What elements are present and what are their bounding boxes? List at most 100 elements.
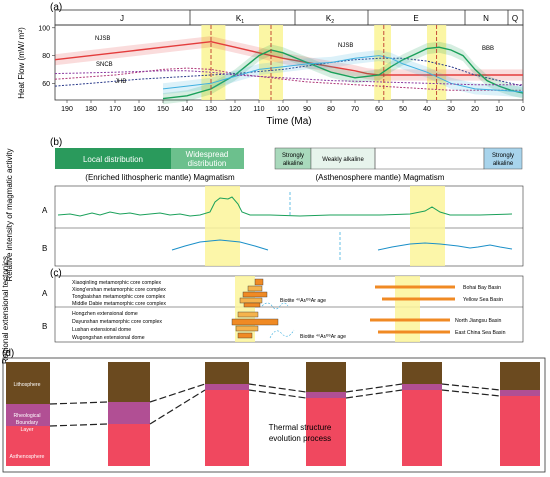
series-line-2: [54, 57, 524, 87]
column-3-asthenosphere: [306, 398, 346, 466]
period-header: J K1 K2 E N Q: [54, 9, 524, 26]
column-3-boundary: [306, 392, 346, 398]
x-tick-label-18: 10: [495, 106, 503, 113]
box-strong-1-line2: alkaline: [283, 161, 304, 167]
x-tick-label-11: 80: [327, 106, 335, 113]
row-a-label: A: [42, 206, 48, 215]
column-5-boundary: [500, 390, 540, 396]
layer-boundary: Boundary: [16, 420, 39, 426]
column-2-boundary: [205, 384, 249, 390]
box-empty: [374, 147, 485, 170]
highlight-band-2: [374, 25, 391, 100]
connector-2-0: [248, 383, 307, 393]
layer-lithosphere: Lithosphere: [13, 382, 40, 388]
box-widespread-line2: distribution: [188, 159, 227, 168]
column-4-lithosphere: [402, 362, 442, 384]
magmatic-curve-a: [57, 196, 513, 217]
layer-rheological: Rheological: [13, 413, 40, 419]
tectonics-row-b: B: [42, 322, 47, 331]
x-tick-label-12: 70: [351, 106, 359, 113]
x-tick-label-17: 20: [471, 106, 479, 113]
period-j: J: [120, 14, 124, 23]
x-tick-label-0: 190: [61, 106, 73, 113]
complex-b1: Hongzhen extensional dome: [72, 311, 138, 317]
x-tick-label-2: 170: [109, 106, 121, 113]
x-axis-label: Time (Ma): [266, 116, 311, 127]
series-line-5: [54, 70, 523, 86]
complex-b2: Dayunshan metamorphic core complex: [72, 319, 162, 325]
curve-label-njsb: NJSB: [95, 36, 110, 42]
curve-label-sncb: SNCB: [96, 62, 113, 68]
x-tick-label-5: 140: [181, 106, 193, 113]
connector-1-0: [149, 383, 206, 403]
heat-flow-plot-frame: [54, 24, 524, 101]
column-1-lithosphere: [108, 362, 150, 402]
basin-yellow-sea: Yellow Sea Basin: [463, 297, 503, 303]
panel-c-label: (c): [50, 268, 62, 279]
box-strong-1-line1: Strongly: [282, 153, 304, 159]
connector-1-1: [149, 389, 206, 425]
column-5-lithosphere: [500, 362, 540, 390]
curve-label-bbb: BBB: [482, 46, 494, 52]
panel-a-label: (a): [50, 2, 62, 13]
connector-0-1: [49, 423, 109, 427]
basin-bohai: Bohai Bay Basin: [463, 285, 501, 291]
series-band-0: [55, 36, 523, 81]
column-2-asthenosphere: [205, 390, 249, 466]
x-tick-label-10: 90: [303, 106, 311, 113]
connector-3-0: [345, 383, 403, 393]
x-tick-label-19: 0: [521, 106, 525, 113]
magmatism-boxes: Local distribution Widespread distributi…: [55, 147, 523, 170]
connector-2-1: [248, 389, 307, 399]
complex-a1: Xiaoqinling metamorphic core complex: [72, 280, 162, 286]
caption-enriched: (Enriched lithospheric mantle) Magmatism: [85, 173, 235, 182]
period-k1: K1: [236, 14, 244, 25]
x-tick-label-8: 110: [253, 106, 264, 113]
column-0-boundary: [6, 404, 50, 426]
intensity-frame: [54, 185, 524, 267]
series-line-0: [54, 40, 523, 76]
thermal-frame: [2, 357, 546, 473]
x-tick-label-16: 30: [447, 106, 455, 113]
box-local: [55, 148, 171, 169]
basin-east-china-sea: East China Sea Basin: [455, 330, 506, 336]
column-1-boundary: [108, 402, 150, 424]
thermal-columns: [6, 362, 540, 466]
x-tick-label-1: 180: [85, 106, 97, 113]
complex-a2: Xiong'ershan metamorphic core complex: [72, 287, 166, 293]
tectonics-frame: [54, 275, 524, 343]
y-tick-label-2: 60: [42, 81, 50, 88]
box-widespread-line1: Widespread: [186, 150, 229, 159]
y-tick-label-0: 100: [38, 25, 50, 32]
period-e: E: [413, 14, 418, 23]
panel-b-label: (b): [50, 137, 62, 148]
heat-flow-chart: [54, 25, 524, 105]
biotite-label-b: Biotite ⁴⁰Ar/³⁹Ar age: [300, 334, 346, 340]
complex-a4: Middle Dabie metamorphic core complex: [72, 301, 166, 307]
box-strong-2: [483, 147, 523, 170]
x-tick-label-14: 50: [399, 106, 407, 113]
x-tick-label-3: 160: [133, 106, 145, 113]
connector-3-1: [345, 389, 403, 399]
magmatic-y-label: Relative intensity of magmatic activity: [5, 149, 14, 282]
magmatic-curve-b1: [171, 239, 269, 251]
box-strong-2-line2: alkaline: [493, 161, 514, 167]
period-q: Q: [512, 14, 518, 23]
box-local-label: Local distribution: [83, 155, 143, 164]
column-4-asthenosphere: [402, 390, 442, 466]
column-0-asthenosphere: [6, 426, 50, 466]
x-tick-label-13: 60: [375, 106, 383, 113]
tectonics-y-label: Regional extensional tectonics: [1, 256, 10, 364]
box-weak-label: Weakly alkaline: [322, 157, 364, 163]
x-tick-label-4: 150: [157, 106, 169, 113]
column-1-asthenosphere: [108, 424, 150, 466]
box-strong-2-line1: Strongly: [492, 153, 514, 159]
thermal-caption-line1: Thermal structure: [269, 423, 332, 432]
x-tick-label-9: 100: [277, 106, 289, 113]
complex-b4: Wugongshan extensional dome: [72, 335, 145, 341]
complex-b3: Lushan extensional dome: [72, 327, 131, 333]
x-tick-label-7: 120: [229, 106, 241, 113]
layer-asthenosphere: Asthenosphere: [10, 454, 45, 460]
column-4-boundary: [402, 384, 442, 390]
